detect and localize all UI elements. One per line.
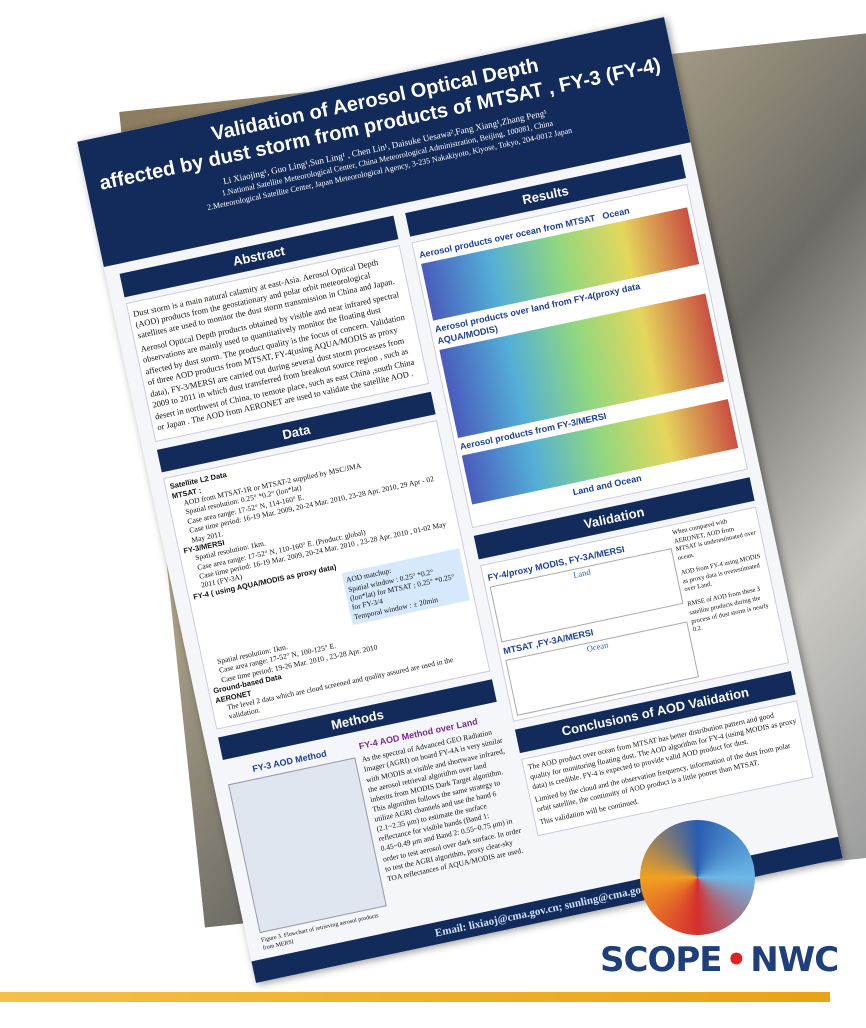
paragraph: As the spectral of Advanced GEO Radiatio… bbox=[360, 727, 524, 884]
fy4-method: FY-4 AOD Method over Land As the spectra… bbox=[357, 708, 538, 925]
results: Aerosol products over ocean from MTSAT O… bbox=[411, 183, 748, 529]
logo: SCOPE • NWC bbox=[600, 940, 839, 980]
footer-bar bbox=[0, 992, 830, 1002]
text: Ocean bbox=[601, 205, 631, 221]
logo-emblem bbox=[640, 820, 755, 935]
flowchart bbox=[228, 757, 387, 934]
scatter-plots: FY-4/proxy MODIS, FY-3A/MERSI Land MTSAT… bbox=[486, 530, 699, 716]
logo-text: NWC bbox=[750, 940, 839, 980]
logo-text: SCOPE bbox=[600, 940, 722, 980]
data-list: Satellite L2 Data MTSAT : AOD from MTSAT-1… bbox=[163, 420, 491, 730]
